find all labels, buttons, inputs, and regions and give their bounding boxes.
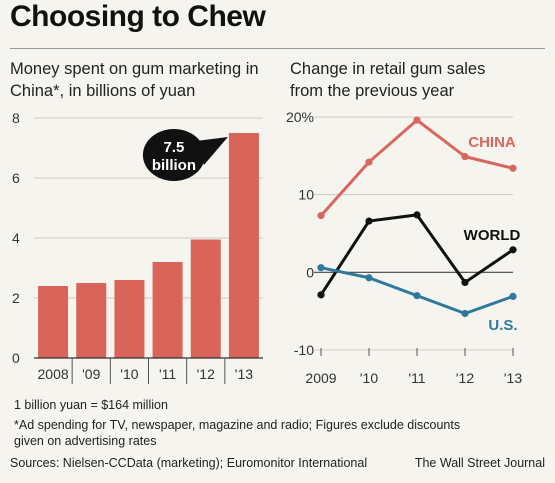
series-label-world: WORLD	[464, 227, 521, 244]
bar-x-tick-label: '10	[120, 366, 138, 382]
bar-x-tick-label: '12	[197, 366, 215, 382]
conversion-note: 1 billion yuan = $164 million	[14, 398, 168, 412]
bar	[190, 239, 221, 358]
series-point-us	[365, 274, 373, 282]
series-point-china	[461, 153, 469, 161]
series-point-world	[413, 211, 421, 219]
sources-note: Sources: Nielsen-CCData (marketing); Eur…	[10, 456, 368, 470]
callout-unit: billion	[152, 157, 196, 174]
line-x-tick-label: '11	[408, 370, 425, 386]
bar-x-tick-label: '11	[159, 366, 176, 382]
line-x-tick-label: '12	[456, 370, 474, 386]
bar-y-tick-label: 0	[12, 350, 20, 366]
bar	[76, 283, 107, 358]
series-point-world	[509, 246, 517, 254]
line-y-tick-label: 20%	[286, 109, 314, 125]
bar	[152, 262, 183, 358]
series-point-us	[317, 264, 325, 272]
line-y-tick-label: 0	[306, 264, 314, 280]
bar-y-tick-label: 8	[12, 110, 20, 126]
main-title: Choosing to Chew	[10, 0, 266, 33]
series-label-china: CHINA	[468, 134, 516, 151]
series-point-world	[317, 291, 325, 299]
series-point-china	[317, 212, 325, 220]
callout-bubble	[142, 129, 205, 181]
series-line-us	[320, 266, 514, 315]
publisher-credit: The Wall Street Journal	[414, 456, 545, 470]
series-point-world	[365, 217, 373, 225]
bar-y-tick-label: 2	[12, 290, 20, 306]
left-subtitle-line-1: Money spent on gum marketing in	[10, 60, 259, 78]
line-x-tick-label: '10	[360, 370, 378, 386]
line-y-tick-label: -10	[294, 342, 314, 358]
bar-y-tick-label: 6	[12, 170, 20, 186]
bar-x-tick-label: 2008	[38, 366, 69, 382]
series-point-us	[461, 309, 469, 318]
bar	[114, 280, 145, 358]
title-rule	[10, 48, 545, 49]
right-subtitle-line-2: from the previous year	[290, 82, 455, 100]
series-label-us: U.S.	[488, 317, 517, 334]
series-point-us	[509, 292, 517, 301]
left-subtitle-line-2: China*, in billions of yuan	[10, 82, 196, 100]
series-point-world	[461, 278, 469, 287]
left-chart-subtitle: Money spent on gum marketing in China*, …	[10, 58, 259, 102]
ad-spending-note: *Ad spending for TV, newspaper, magazine…	[14, 418, 461, 448]
series-point-china	[509, 164, 517, 172]
bar-y-tick-label: 4	[12, 230, 20, 246]
right-subtitle-line-1: Change in retail gum sales	[290, 60, 486, 78]
callout-value: 7.5	[163, 139, 184, 156]
series-point-china	[413, 116, 421, 124]
bar-x-tick-label: '13	[235, 366, 253, 382]
bar	[228, 133, 259, 358]
series-point-china	[365, 158, 373, 166]
bar-x-tick-label: '09	[82, 366, 100, 382]
line-x-tick-label: 2009	[305, 370, 336, 386]
line-y-tick-label: 10	[298, 187, 314, 203]
series-point-us	[413, 292, 421, 300]
bar	[38, 286, 69, 358]
right-chart-subtitle: Change in retail gum sales from the prev…	[290, 58, 485, 102]
line-x-tick-label: '13	[504, 370, 522, 386]
